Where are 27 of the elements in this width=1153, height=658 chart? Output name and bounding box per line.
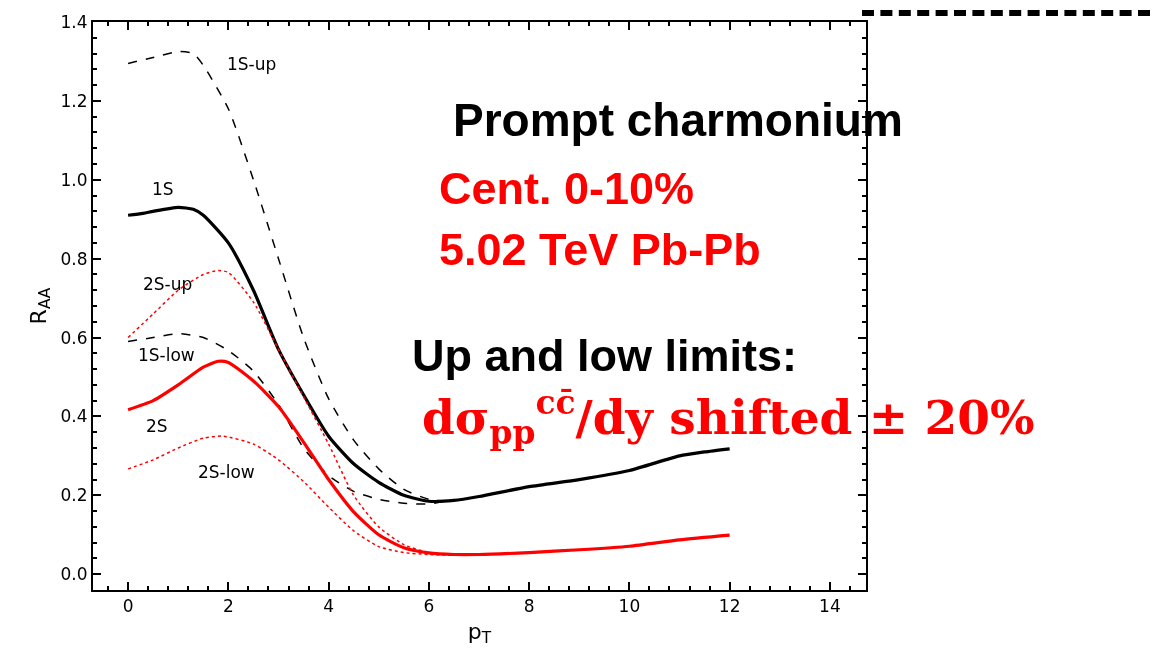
- y-tick-label: 0.4: [60, 406, 88, 427]
- series-label: 1S-low: [138, 345, 195, 365]
- x-tick-label: 14: [819, 596, 841, 617]
- series-label: 2S-low: [198, 462, 255, 482]
- y-tick-label: 0.2: [60, 485, 88, 506]
- annotation: Cent. 0-10%: [439, 163, 695, 214]
- y-tick-label: 0.6: [60, 327, 88, 348]
- y-tick-label: 0.8: [60, 248, 88, 269]
- annotation: dσ$_{pp}$$^{cc̄}$/dy shifted ± 20%: [422, 383, 1035, 452]
- x-tick-label: 4: [323, 596, 335, 617]
- annotation: 5.02 TeV Pb-Pb: [439, 224, 761, 275]
- x-tick-label: 0: [122, 596, 134, 617]
- x-axis-title: p$_{T}$: [467, 618, 492, 648]
- y-tick-label: 1.4: [60, 11, 88, 32]
- x-tick-label: 8: [523, 596, 535, 617]
- x-tick-label: 10: [618, 596, 641, 617]
- series-label: 2S-up: [143, 274, 193, 294]
- series-label: 1S: [152, 179, 174, 199]
- series-label: 1S-up: [227, 54, 277, 74]
- series-label: 2S: [146, 416, 168, 436]
- annotation: Up and low limits:: [412, 330, 798, 381]
- x-tick-label: 12: [718, 596, 741, 617]
- y-tick-label: 0.0: [60, 564, 88, 585]
- x-tick-label: 6: [423, 596, 435, 617]
- y-tick-label: 1.0: [60, 169, 88, 190]
- y-tick-label: 1.2: [60, 90, 88, 111]
- x-tick-label: 2: [222, 596, 234, 617]
